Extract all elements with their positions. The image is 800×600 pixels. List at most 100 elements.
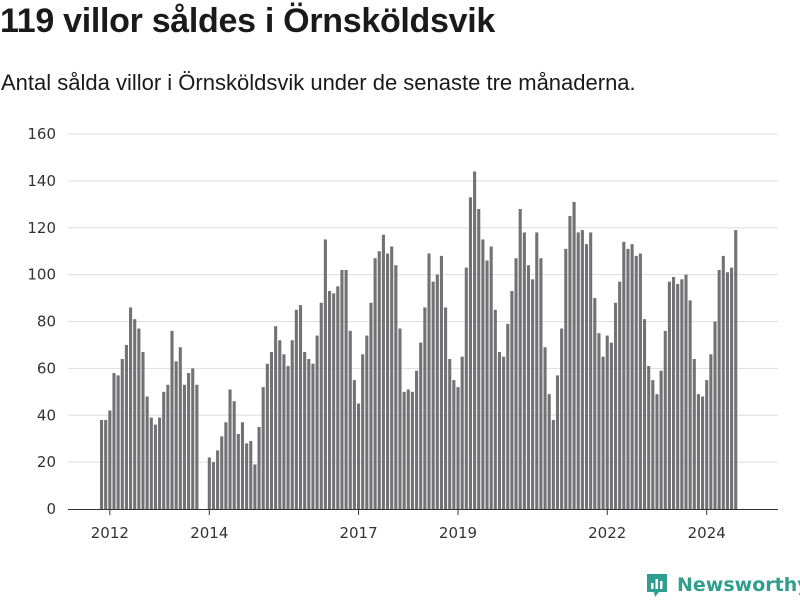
bar xyxy=(684,274,688,510)
bar xyxy=(319,302,323,509)
bar xyxy=(439,255,443,510)
bar xyxy=(394,265,398,509)
bar xyxy=(311,363,315,509)
bar xyxy=(104,419,108,509)
bar xyxy=(216,450,220,509)
bar xyxy=(390,246,394,509)
bar xyxy=(659,370,663,509)
bar xyxy=(576,232,580,509)
y-tick-label: 120 xyxy=(27,219,56,237)
bar xyxy=(269,351,274,509)
bar xyxy=(452,380,456,509)
y-tick-label: 80 xyxy=(37,313,56,331)
bar xyxy=(182,384,186,509)
x-axis: 2012 2014 2017 2019 2022 2024 xyxy=(68,509,778,542)
bar xyxy=(456,387,460,510)
bar xyxy=(220,436,224,509)
bar xyxy=(137,328,141,509)
bar xyxy=(340,269,344,509)
bar xyxy=(547,394,551,509)
bar xyxy=(303,351,307,509)
bar xyxy=(191,368,195,510)
bar xyxy=(647,366,651,509)
bar xyxy=(551,419,555,509)
bar xyxy=(502,356,506,509)
bar xyxy=(365,335,369,509)
bar xyxy=(468,197,472,509)
bar xyxy=(638,253,642,509)
y-tick-label: 60 xyxy=(37,359,56,377)
bar xyxy=(224,422,228,509)
bar xyxy=(651,380,655,509)
bar xyxy=(133,319,137,509)
bar xyxy=(158,417,162,509)
bar xyxy=(601,356,605,509)
x-tick-label: 2019 xyxy=(439,524,477,542)
bar xyxy=(514,258,518,509)
bar xyxy=(477,209,481,509)
bar xyxy=(274,326,278,509)
bar xyxy=(415,370,419,509)
bar xyxy=(245,443,249,510)
bar xyxy=(680,279,684,509)
bar xyxy=(315,335,319,509)
bar xyxy=(282,354,286,509)
bar xyxy=(630,244,634,509)
bar xyxy=(207,457,211,509)
bar xyxy=(344,269,348,509)
bar xyxy=(464,267,468,509)
bar xyxy=(431,281,435,509)
bar xyxy=(307,359,311,509)
bar xyxy=(261,387,265,510)
bar xyxy=(605,335,609,509)
bar xyxy=(145,396,149,509)
bar xyxy=(568,216,572,509)
bar xyxy=(526,265,531,509)
bar xyxy=(120,359,124,509)
bar xyxy=(381,234,385,509)
bar xyxy=(672,276,676,509)
y-tick-label: 0 xyxy=(46,500,56,518)
bar xyxy=(377,251,381,509)
bar xyxy=(294,309,298,509)
bar xyxy=(112,373,116,509)
bar xyxy=(473,171,477,509)
bar xyxy=(211,462,216,510)
bar xyxy=(709,354,713,509)
x-tick-label: 2022 xyxy=(588,524,626,542)
bar xyxy=(705,380,709,509)
x-tick-label: 2017 xyxy=(339,524,377,542)
bar xyxy=(100,419,104,509)
chart-labels: 119 xyxy=(736,0,767,4)
bar xyxy=(734,230,738,509)
bar xyxy=(663,330,667,510)
bar xyxy=(613,302,618,509)
bar xyxy=(361,354,365,509)
bar xyxy=(232,401,236,509)
page-title: 119 villor såldes i Örnsköldsvik xyxy=(0,2,496,40)
bar xyxy=(369,302,373,509)
bar xyxy=(286,366,290,509)
bar xyxy=(149,417,153,509)
bar xyxy=(323,239,327,509)
bar xyxy=(622,241,626,509)
bar xyxy=(448,359,452,509)
bar xyxy=(701,396,705,509)
bar xyxy=(402,391,406,509)
bar xyxy=(609,342,613,509)
bar xyxy=(572,201,576,509)
bar xyxy=(278,340,282,509)
bar xyxy=(642,319,647,509)
bar xyxy=(290,340,294,509)
bar xyxy=(688,300,692,509)
x-tick-label: 2014 xyxy=(190,524,228,542)
y-tick-label: 140 xyxy=(27,172,56,190)
bar xyxy=(510,291,514,509)
bar xyxy=(332,293,336,510)
bar xyxy=(535,232,539,509)
bar xyxy=(236,434,240,509)
bar xyxy=(228,389,232,509)
bar xyxy=(543,347,547,509)
bar xyxy=(257,426,261,509)
bar xyxy=(485,260,489,509)
